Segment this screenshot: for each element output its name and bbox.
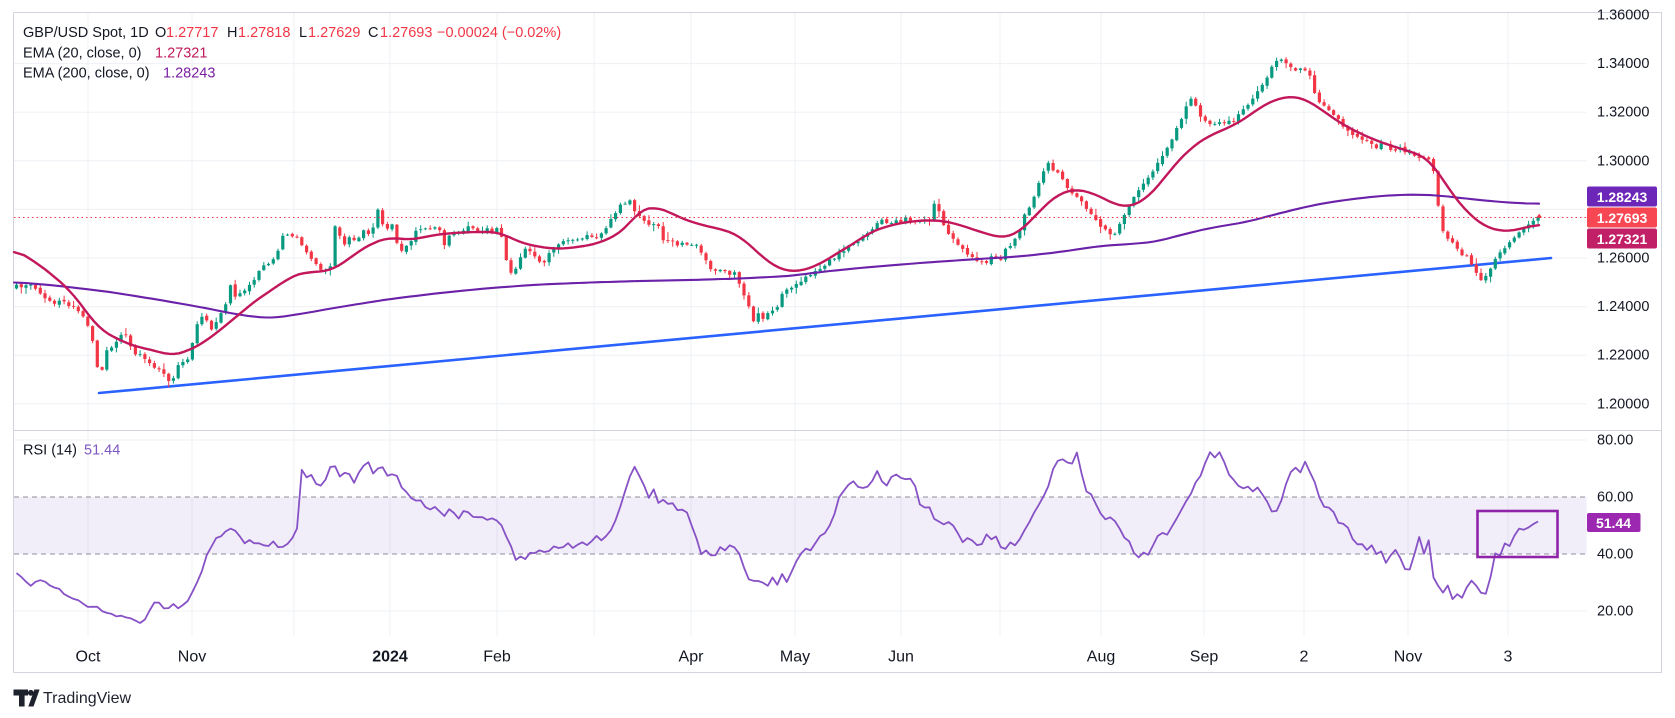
svg-text:−0.00024 (−0.02%): −0.00024 (−0.02%): [437, 25, 561, 41]
svg-text:3: 3: [1504, 649, 1513, 666]
svg-text:Aug: Aug: [1087, 649, 1115, 666]
svg-text:Sep: Sep: [1190, 649, 1219, 666]
svg-text:1.27321: 1.27321: [1597, 231, 1648, 247]
svg-text:60.00: 60.00: [1597, 490, 1633, 506]
svg-text:Nov: Nov: [1394, 649, 1422, 666]
svg-text:1.30000: 1.30000: [1597, 153, 1649, 169]
svg-text:1.27818: 1.27818: [238, 25, 290, 41]
svg-text:2: 2: [1300, 649, 1309, 666]
svg-text:1.27693: 1.27693: [380, 25, 432, 41]
svg-text:1.24000: 1.24000: [1597, 299, 1649, 315]
svg-text:Feb: Feb: [483, 649, 511, 666]
svg-text:51.44: 51.44: [1596, 515, 1631, 531]
svg-text:1.20000: 1.20000: [1597, 396, 1649, 412]
svg-text:2024: 2024: [372, 649, 408, 666]
svg-text:1.27693: 1.27693: [1597, 210, 1648, 226]
svg-text:40.00: 40.00: [1597, 547, 1633, 563]
svg-text:EMA (200, close, 0): EMA (200, close, 0): [23, 66, 150, 82]
svg-text:L: L: [299, 25, 307, 41]
svg-text:May: May: [780, 649, 810, 666]
svg-text:1.32000: 1.32000: [1597, 105, 1649, 121]
svg-text:EMA (20, close, 0): EMA (20, close, 0): [23, 46, 141, 62]
svg-text:C: C: [368, 25, 378, 41]
svg-text:Jun: Jun: [888, 649, 914, 666]
svg-text:1.34000: 1.34000: [1597, 56, 1649, 72]
svg-text:20.00: 20.00: [1597, 604, 1633, 620]
svg-text:O: O: [155, 25, 166, 41]
svg-text:1.28243: 1.28243: [1597, 189, 1648, 205]
svg-text:1.27321: 1.27321: [155, 46, 207, 62]
svg-text:H: H: [227, 25, 237, 41]
svg-text:Oct: Oct: [76, 649, 101, 666]
svg-text:TradingView: TradingView: [43, 690, 131, 707]
svg-text:1.36000: 1.36000: [1597, 8, 1649, 24]
svg-text:1.27629: 1.27629: [308, 25, 360, 41]
svg-text:80.00: 80.00: [1597, 433, 1633, 449]
svg-text:RSI (14): RSI (14): [23, 443, 77, 459]
svg-text:1.26000: 1.26000: [1597, 251, 1649, 267]
svg-text:GBP/USD Spot, 1D: GBP/USD Spot, 1D: [23, 25, 149, 41]
svg-text:51.44: 51.44: [84, 443, 120, 459]
svg-text:1.22000: 1.22000: [1597, 348, 1649, 364]
svg-text:Apr: Apr: [679, 649, 705, 666]
svg-text:1.27717: 1.27717: [166, 25, 218, 41]
svg-text:1.28243: 1.28243: [163, 66, 215, 82]
svg-text:Nov: Nov: [178, 649, 206, 666]
